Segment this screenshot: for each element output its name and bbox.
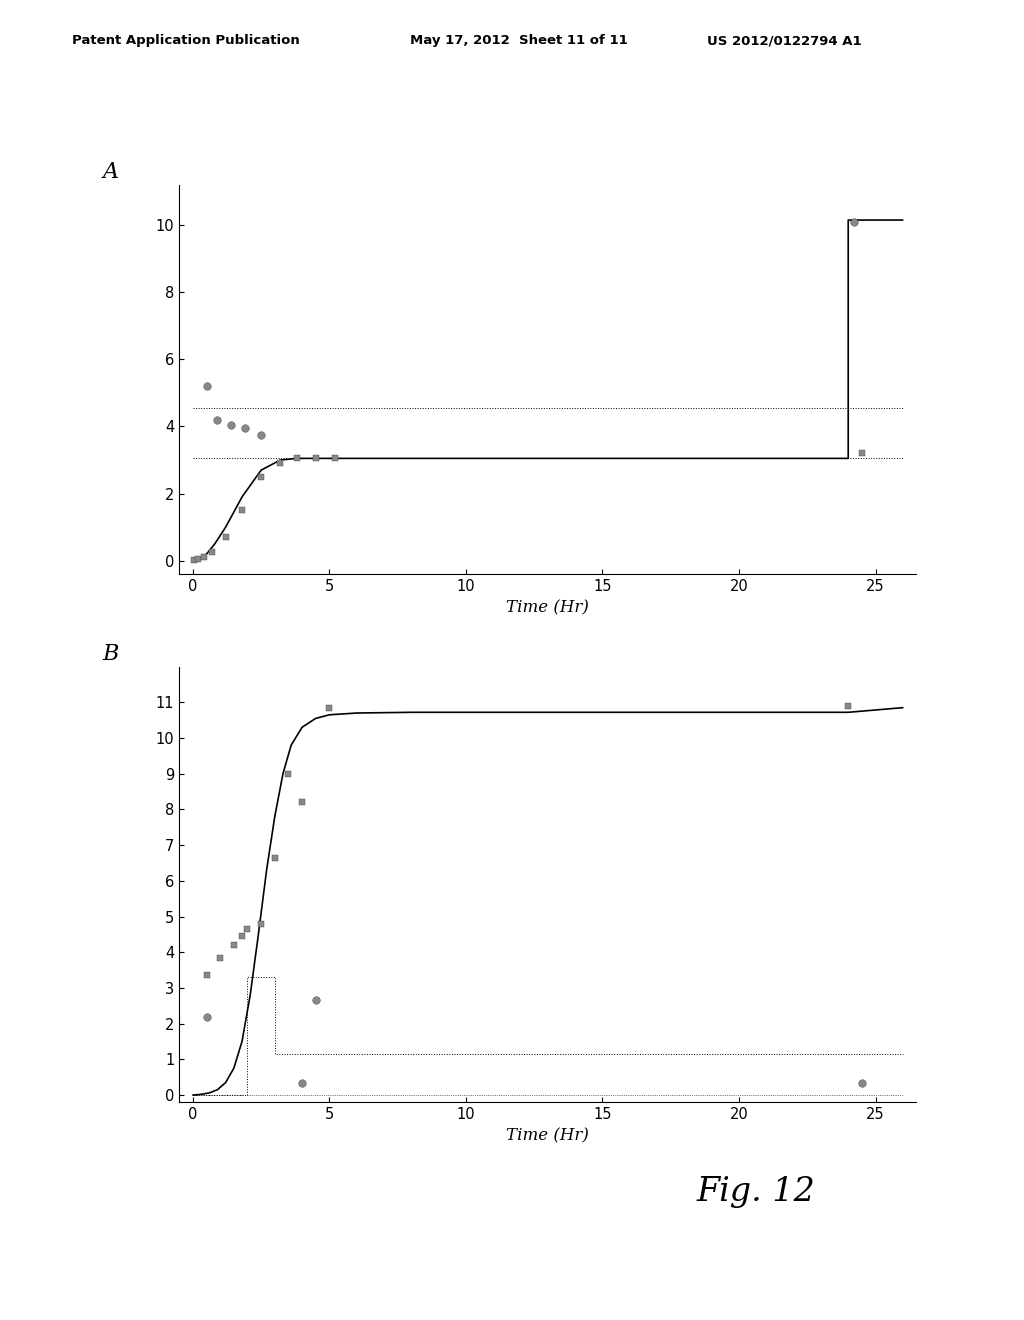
Point <box>190 549 207 570</box>
Point <box>196 546 212 568</box>
Text: Fig. 12: Fig. 12 <box>696 1176 815 1208</box>
Point <box>199 376 215 397</box>
Point <box>253 913 269 935</box>
Point <box>307 447 324 469</box>
Point <box>294 792 310 813</box>
Point <box>272 453 289 474</box>
Point <box>217 527 233 548</box>
Point <box>186 549 203 570</box>
Point <box>327 447 343 469</box>
Point <box>294 1072 310 1093</box>
Text: May 17, 2012  Sheet 11 of 11: May 17, 2012 Sheet 11 of 11 <box>410 34 628 48</box>
Point <box>854 1072 870 1093</box>
Point <box>240 919 256 940</box>
Point <box>281 763 297 784</box>
Point <box>204 541 220 562</box>
Point <box>307 990 324 1011</box>
Point <box>253 466 269 487</box>
Point <box>237 417 253 438</box>
X-axis label: Time (Hr): Time (Hr) <box>507 1127 589 1144</box>
Point <box>199 1006 215 1027</box>
Point <box>225 935 242 956</box>
Point <box>854 442 870 463</box>
Text: B: B <box>102 643 119 665</box>
Point <box>233 925 250 946</box>
Text: Patent Application Publication: Patent Application Publication <box>72 34 299 48</box>
Point <box>266 847 283 869</box>
Point <box>840 696 856 717</box>
Point <box>199 965 215 986</box>
X-axis label: Time (Hr): Time (Hr) <box>507 599 589 616</box>
Point <box>846 211 862 232</box>
Point <box>209 409 225 430</box>
Text: US 2012/0122794 A1: US 2012/0122794 A1 <box>707 34 861 48</box>
Point <box>289 447 305 469</box>
Point <box>322 697 338 718</box>
Point <box>223 414 240 436</box>
Point <box>212 946 228 968</box>
Text: A: A <box>102 161 119 183</box>
Point <box>253 424 269 445</box>
Point <box>233 500 250 521</box>
